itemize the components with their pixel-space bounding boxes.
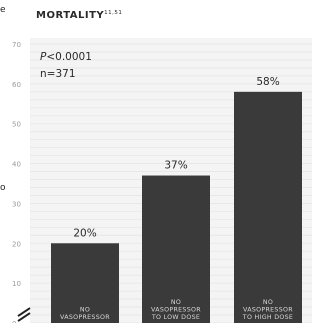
y-tick-label: 70 bbox=[12, 41, 21, 49]
chart-title: MORTALITY11,51 bbox=[36, 10, 122, 21]
y-tick-label: 0 bbox=[12, 320, 16, 323]
category-label: TO HIGH DOSE bbox=[242, 314, 293, 321]
category-label: VASOPRESSOR bbox=[243, 307, 293, 314]
y-tick-label: 40 bbox=[12, 161, 21, 169]
y-tick-label: 20 bbox=[12, 240, 21, 248]
y-tick-label: 50 bbox=[12, 121, 21, 129]
chart-annotation: n=371 bbox=[40, 68, 76, 80]
y-tick-label: 30 bbox=[12, 200, 21, 208]
chart-annotation: P<0.0001 bbox=[40, 51, 92, 63]
bar bbox=[51, 243, 119, 323]
annotation-italic: P bbox=[40, 51, 47, 63]
y-tick-label: 60 bbox=[12, 81, 21, 89]
category-label: NO bbox=[263, 299, 273, 306]
data-label: 20% bbox=[73, 227, 96, 239]
bar bbox=[234, 91, 302, 323]
margin-mark: o bbox=[0, 183, 6, 193]
y-tick-label: 10 bbox=[12, 280, 21, 288]
bar bbox=[142, 175, 210, 323]
category-label: NO bbox=[80, 307, 90, 314]
axis-break-mark bbox=[17, 312, 31, 322]
category-label: NO bbox=[171, 299, 181, 306]
category-label: VASOPRESSOR bbox=[151, 307, 201, 314]
data-label: 58% bbox=[256, 76, 279, 88]
data-label: 37% bbox=[164, 160, 187, 172]
category-label: VASOPRESSOR bbox=[60, 314, 110, 321]
margin-mark: e bbox=[0, 5, 6, 15]
title-superscript: 11,51 bbox=[104, 10, 122, 16]
axis-break-mark bbox=[17, 307, 31, 317]
category-label: TO LOW DOSE bbox=[151, 314, 200, 321]
annotation-rest: <0.0001 bbox=[46, 51, 92, 63]
